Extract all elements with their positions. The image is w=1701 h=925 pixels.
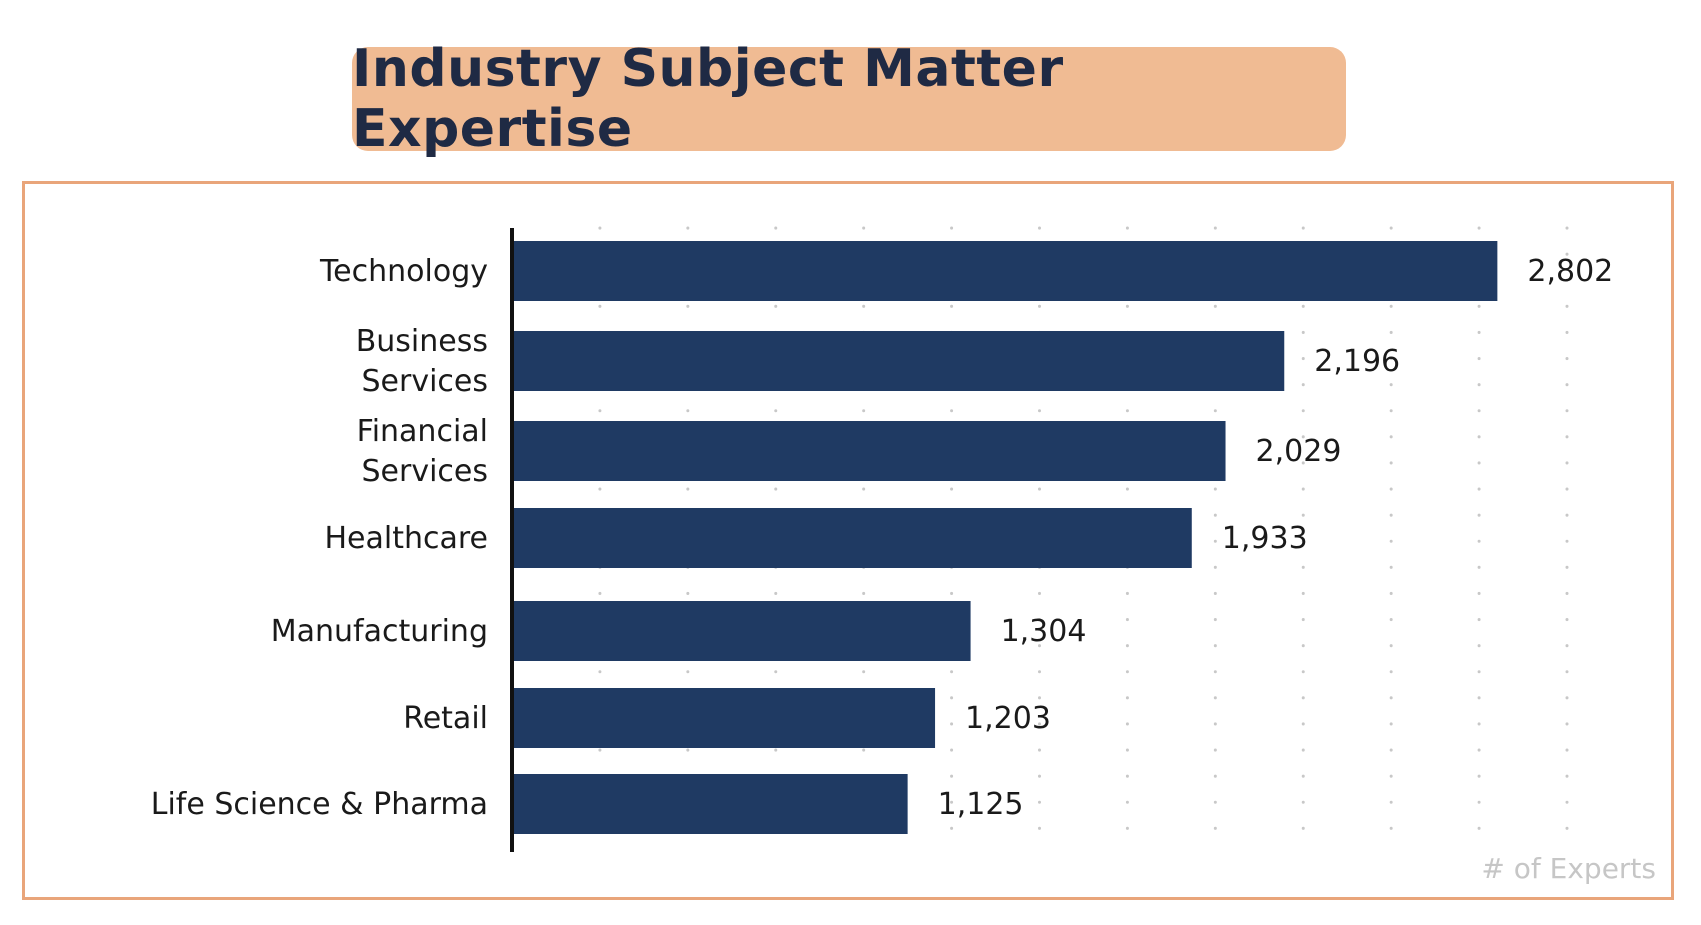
category-label: Business Services — [356, 324, 488, 399]
category-label: Financial Services — [357, 414, 488, 489]
value-label: 2,196 — [1314, 344, 1400, 379]
title-banner: Industry Subject Matter Expertise — [352, 39, 1346, 159]
bar — [512, 241, 1498, 301]
value-label: 1,125 — [938, 787, 1024, 822]
bar — [512, 601, 971, 661]
value-label: 1,203 — [965, 701, 1051, 736]
value-label: 1,304 — [1001, 614, 1087, 649]
bar-layer — [512, 241, 1498, 834]
bar — [512, 508, 1192, 568]
value-label: 1,933 — [1222, 521, 1308, 556]
category-label: Retail — [403, 701, 488, 736]
category-label: Manufacturing — [271, 614, 488, 649]
label-layer: 2,802 Technology 2,196 Business Services 2,02… — [151, 254, 1614, 822]
value-label: 2,029 — [1256, 434, 1342, 469]
category-label: Life Science & Pharma — [151, 787, 488, 822]
x-axis-label: # of Experts — [1481, 852, 1656, 885]
value-label: 2,802 — [1527, 254, 1613, 289]
bar — [512, 421, 1226, 481]
bar — [512, 331, 1285, 391]
category-label: Technology — [319, 254, 488, 289]
bar — [512, 774, 908, 834]
chart-title: Industry Subject Matter Expertise — [352, 39, 1064, 159]
bar — [512, 688, 936, 748]
category-label: Healthcare — [324, 521, 488, 556]
